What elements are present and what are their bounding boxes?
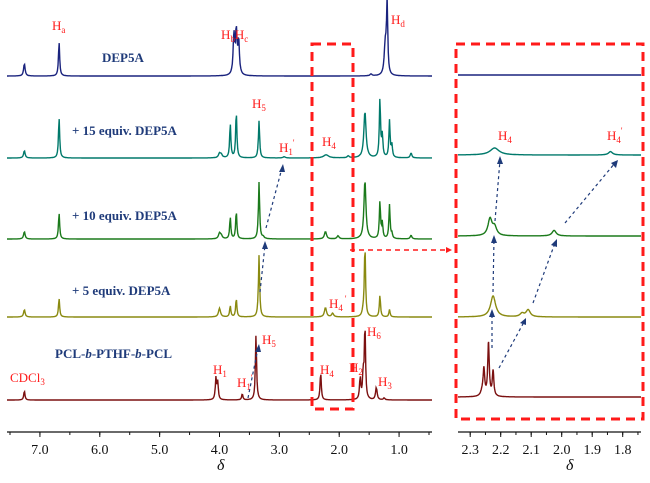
main-spectrum-line-1 [7, 98, 432, 159]
peak-label-h5: H5 [262, 332, 276, 349]
inset-spectrum-line-1 [458, 147, 641, 156]
shift-arrows [247, 159, 616, 399]
peak-label-cdcl3: CDCl3 [10, 370, 45, 387]
inset-spectrum-line-3 [458, 295, 641, 318]
inset-frame-box [454, 42, 645, 421]
series-label-5equiv: + 5 equiv. DEP5A [72, 283, 171, 298]
highlight-region-box [310, 42, 355, 411]
tick-label: 2.1 [522, 443, 540, 458]
inset-x-axis-title: δ [566, 457, 574, 474]
series-label-dep5a: DEP5A [102, 50, 145, 65]
peak-label-h1prime-top: H1' [279, 138, 295, 157]
arrowhead-icon [491, 235, 497, 243]
inset-arrow-h4p-b [532, 242, 556, 304]
shift-arrow-h1-a [247, 347, 259, 399]
main-x-axis: 7.0 6.0 5.0 4.0 3.0 2.0 1.0 [7, 431, 432, 458]
arrowhead-icon [279, 164, 285, 172]
main-spectrum-line-3 [7, 252, 432, 318]
inset-arrow-h4-c [494, 159, 501, 222]
main-x-axis-title: δ [217, 457, 225, 474]
peak-label-h4-top: H4 [322, 134, 336, 151]
series-label-polymer: PCL-b-PTHF-b-PCL [55, 346, 172, 361]
inset-spectrum-line-2 [458, 216, 641, 237]
tick-label: 1.8 [614, 443, 632, 458]
peak-label-ha: Ha [52, 18, 65, 35]
series-label-15equiv: + 15 equiv. DEP5A [72, 123, 178, 138]
tick-label: 1.9 [583, 443, 601, 458]
peak-label-h6: H6 [367, 324, 381, 341]
connector-arrowhead-icon [446, 247, 452, 253]
inset-peak-label-h4prime: H4' [607, 126, 623, 145]
tick-label: 2.3 [461, 443, 479, 458]
peak-label-h3: H3 [378, 374, 392, 391]
tick-label: 3.0 [271, 443, 289, 458]
main-spectra [7, 0, 432, 401]
peak-label-h1: H1 [213, 362, 227, 379]
shift-arrow-h1-c [265, 167, 283, 229]
arrowhead-icon [551, 239, 557, 247]
tick-label: 4.0 [211, 443, 229, 458]
tick-label: 6.0 [91, 443, 109, 458]
main-spectrum-line-2 [7, 181, 432, 240]
series-label-10equiv: + 10 equiv. DEP5A [72, 208, 178, 223]
tick-label: 1.0 [390, 443, 408, 458]
peak-label-h4prime: H4' [329, 294, 347, 313]
peak-label-h4: H4 [320, 362, 334, 379]
inset-arrow-h4-b [492, 238, 495, 293]
inset-peak-label-h4: H4 [498, 128, 512, 145]
inset-spectra [458, 74, 641, 398]
arrowhead-icon [520, 318, 526, 325]
tick-label: 2.2 [492, 443, 510, 458]
arrowhead-icon [255, 344, 261, 352]
main-spectrum-line-0 [7, 0, 432, 77]
inset-spectrum-line-4 [458, 341, 641, 398]
inset-x-axis: 2.3 2.2 2.1 2.0 1.9 1.8 [458, 431, 641, 458]
peak-label-h2: H2 [349, 360, 363, 377]
inset-arrow-h4p-a [498, 321, 525, 369]
arrowhead-icon [262, 241, 268, 249]
shift-arrow-h1-b [259, 244, 266, 293]
tick-label: 2.0 [330, 443, 348, 458]
tick-label: 7.0 [31, 443, 49, 458]
arrowhead-icon [489, 309, 495, 317]
inset-arrow-h4p-c [564, 162, 616, 224]
peak-label-hb-hc: HbHc [221, 27, 248, 44]
shift-arrowheads [255, 156, 618, 352]
tick-label: 5.0 [151, 443, 169, 458]
main-spectrum-line-4 [7, 330, 432, 401]
arrowhead-icon [611, 160, 618, 168]
peak-label-h5-top: H5 [252, 96, 266, 113]
peak-label-h1prime: H1' [237, 373, 253, 392]
arrowhead-icon [497, 156, 503, 164]
tick-label: 2.0 [553, 443, 571, 458]
peak-label-hd: Hd [391, 12, 405, 29]
